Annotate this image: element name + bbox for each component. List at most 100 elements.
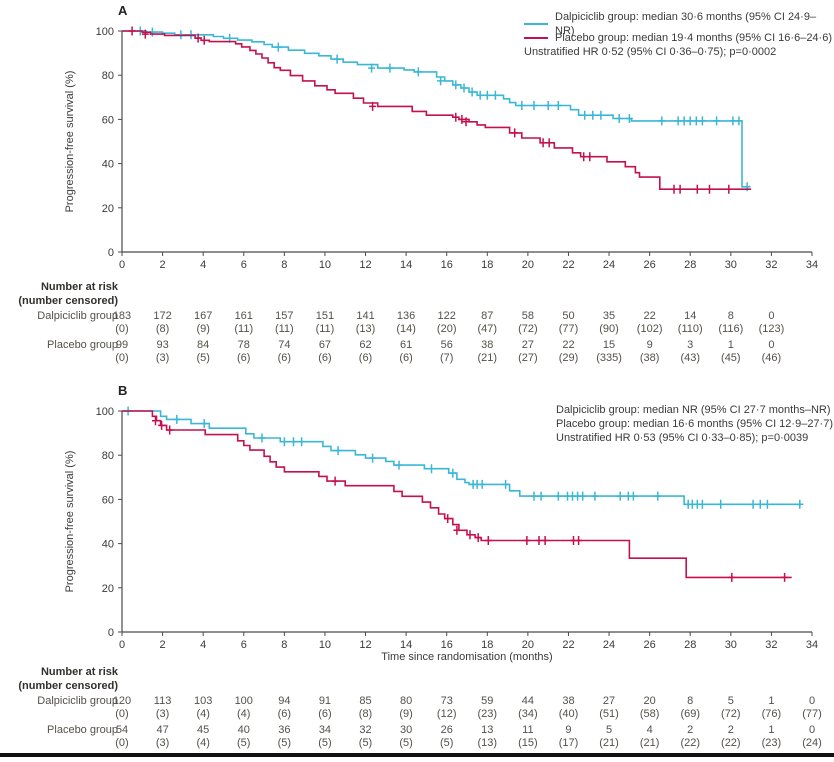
risk-at-risk-value: 30 <box>399 724 413 736</box>
risk-at-risk-value: 99 <box>115 339 129 351</box>
x-tick-label: 10 <box>319 639 331 651</box>
legend-line: Placebo group: median 16·6 months (95% C… <box>556 417 833 431</box>
risk-at-risk-value: 91 <box>318 695 332 707</box>
x-tick-label: 34 <box>806 639 818 651</box>
x-tick-label: 24 <box>603 259 615 271</box>
risk-censored-value: (5) <box>318 737 332 749</box>
risk-censored-value: (6) <box>277 708 292 720</box>
x-tick-label: 30 <box>725 259 737 271</box>
risk-censored-value: (9) <box>399 708 413 720</box>
y-tick-label: 0 <box>108 247 114 259</box>
risk-censored-value: (0) <box>115 708 129 720</box>
risk-at-risk-value: 26 <box>440 724 453 736</box>
risk-censored-value: (4) <box>196 737 210 749</box>
risk-censored-value: (13) <box>477 737 498 749</box>
x-tick-label: 22 <box>562 639 574 651</box>
legend-swatch <box>524 22 548 26</box>
risk-at-risk-value: 80 <box>399 695 413 707</box>
x-tick-label: 12 <box>359 259 371 271</box>
y-tick-label: 0 <box>108 627 114 639</box>
risk-censored-value: (51) <box>599 708 619 720</box>
x-tick-label: 16 <box>441 639 453 651</box>
risk-at-risk-value: 136 <box>396 310 416 322</box>
x-tick-label: 18 <box>481 259 493 271</box>
risk-at-risk-value: 78 <box>237 339 250 351</box>
risk-at-risk-value: 35 <box>602 310 616 322</box>
risk-at-risk-value: 157 <box>275 310 294 322</box>
risk-censored-value: (77) <box>558 323 579 335</box>
risk-at-risk-value: 14 <box>684 310 697 322</box>
risk-censored-value: (11) <box>315 323 335 335</box>
risk-at-risk-value: 4 <box>646 724 653 736</box>
survival-curve-placebo-group <box>122 30 752 190</box>
risk-censored-value: (3) <box>155 708 170 720</box>
risk-at-risk-value: 122 <box>437 310 456 322</box>
risk-at-risk-value: 20 <box>643 695 656 707</box>
x-tick-label: 8 <box>281 259 287 271</box>
risk-censored-value: (4) <box>237 708 251 720</box>
risk-at-risk-value: 13 <box>481 724 494 736</box>
risk-table-header: Number at risk <box>40 666 118 678</box>
risk-censored-value: (6) <box>237 352 251 364</box>
risk-at-risk-value: 22 <box>643 310 656 322</box>
legend-text: Unstratified HR 0·52 (95% CI 0·36–0·75);… <box>524 46 777 58</box>
risk-at-risk-value: 151 <box>315 310 335 322</box>
risk-at-risk-value: 1 <box>768 724 775 736</box>
risk-censored-value: (47) <box>477 323 498 335</box>
risk-row-label: Placebo group <box>47 724 118 736</box>
x-tick-label: 16 <box>441 259 453 271</box>
risk-censored-value: (12) <box>436 708 457 720</box>
risk-censored-value: (43) <box>680 352 701 364</box>
risk-censored-value: (24) <box>802 737 822 749</box>
risk-censored-value: (45) <box>721 352 741 364</box>
risk-censored-value: (116) <box>718 323 744 335</box>
risk-at-risk-value: 0 <box>768 310 775 322</box>
x-tick-label: 4 <box>200 259 206 271</box>
risk-censored-value: (7) <box>439 352 454 364</box>
risk-censored-value: (20) <box>436 323 457 335</box>
x-tick-label: 4 <box>200 639 206 651</box>
x-tick-label: 20 <box>522 639 534 651</box>
risk-censored-value: (15) <box>518 737 538 749</box>
risk-at-risk-value: 9 <box>565 724 572 736</box>
risk-at-risk-value: 54 <box>115 724 129 736</box>
x-tick-label: 8 <box>281 639 287 651</box>
risk-censored-value: (3) <box>155 737 170 749</box>
x-tick-label: 28 <box>684 639 696 651</box>
risk-at-risk-value: 8 <box>687 695 694 707</box>
risk-at-risk-value: 120 <box>112 695 132 707</box>
risk-censored-value: (21) <box>477 352 498 364</box>
y-axis-title-a: Progression-free survival (%) <box>64 70 76 213</box>
y-tick-label: 60 <box>102 494 114 506</box>
risk-at-risk-value: 3 <box>687 339 694 351</box>
risk-table-header: Number at risk <box>40 281 118 293</box>
panel-b-label: B <box>118 383 128 398</box>
x-tick-label: 30 <box>725 639 737 651</box>
risk-at-risk-value: 67 <box>318 339 332 351</box>
legend-text: Unstratified HR 0·53 (95% CI 0·33–0·85);… <box>556 432 809 444</box>
y-tick-label: 60 <box>102 114 114 126</box>
survival-curve-dalpiciclib-group <box>122 410 802 506</box>
x-axis-title: Time since randomisation (months) <box>381 651 553 663</box>
x-tick-label: 20 <box>522 259 534 271</box>
risk-censored-value: (9) <box>196 323 210 335</box>
x-tick-label: 28 <box>684 259 696 271</box>
risk-censored-value: (11) <box>234 323 254 335</box>
risk-at-risk-value: 87 <box>481 310 494 322</box>
risk-at-risk-value: 15 <box>602 339 616 351</box>
risk-censored-value: (77) <box>802 708 822 720</box>
risk-at-risk-value: 73 <box>440 695 453 707</box>
risk-censored-value: (5) <box>237 737 251 749</box>
x-tick-label: 32 <box>765 259 777 271</box>
risk-censored-value: (22) <box>680 737 701 749</box>
risk-at-risk-value: 100 <box>234 695 253 707</box>
risk-censored-value: (40) <box>558 708 579 720</box>
risk-at-risk-value: 58 <box>521 310 534 322</box>
risk-censored-value: (76) <box>761 708 782 720</box>
risk-at-risk-value: 27 <box>602 695 616 707</box>
risk-censored-value: (6) <box>399 352 413 364</box>
legend-text: Placebo group: median 19·4 months (95% C… <box>555 32 832 44</box>
y-tick-label: 80 <box>102 70 114 82</box>
risk-at-risk-value: 84 <box>197 339 210 351</box>
